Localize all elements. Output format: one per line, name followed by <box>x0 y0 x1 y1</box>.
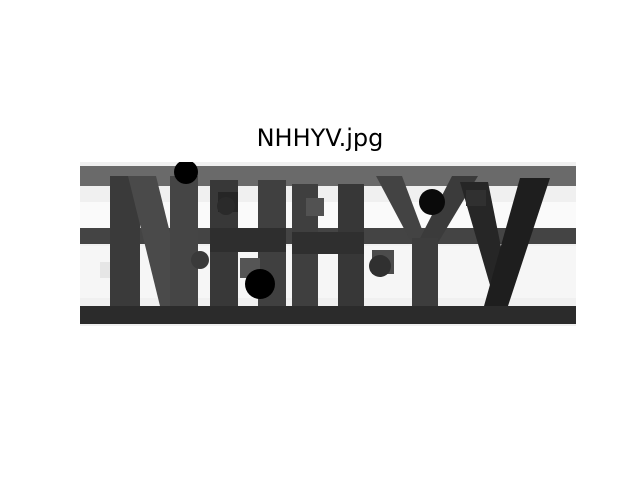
glyph-v <box>460 178 550 306</box>
captcha-image <box>80 162 576 326</box>
glyph-h-2 <box>292 184 364 306</box>
captcha-svg <box>80 162 576 326</box>
noise-dot <box>245 269 275 299</box>
image-title: NHHYV.jpg <box>256 124 384 152</box>
noise-dot <box>419 189 445 215</box>
noise-dot <box>174 162 198 184</box>
bottom-stripe <box>80 306 576 324</box>
glyph-n <box>110 176 198 306</box>
noise-dot <box>191 251 209 269</box>
noise-dot <box>369 255 391 277</box>
noise-dot <box>217 197 235 215</box>
